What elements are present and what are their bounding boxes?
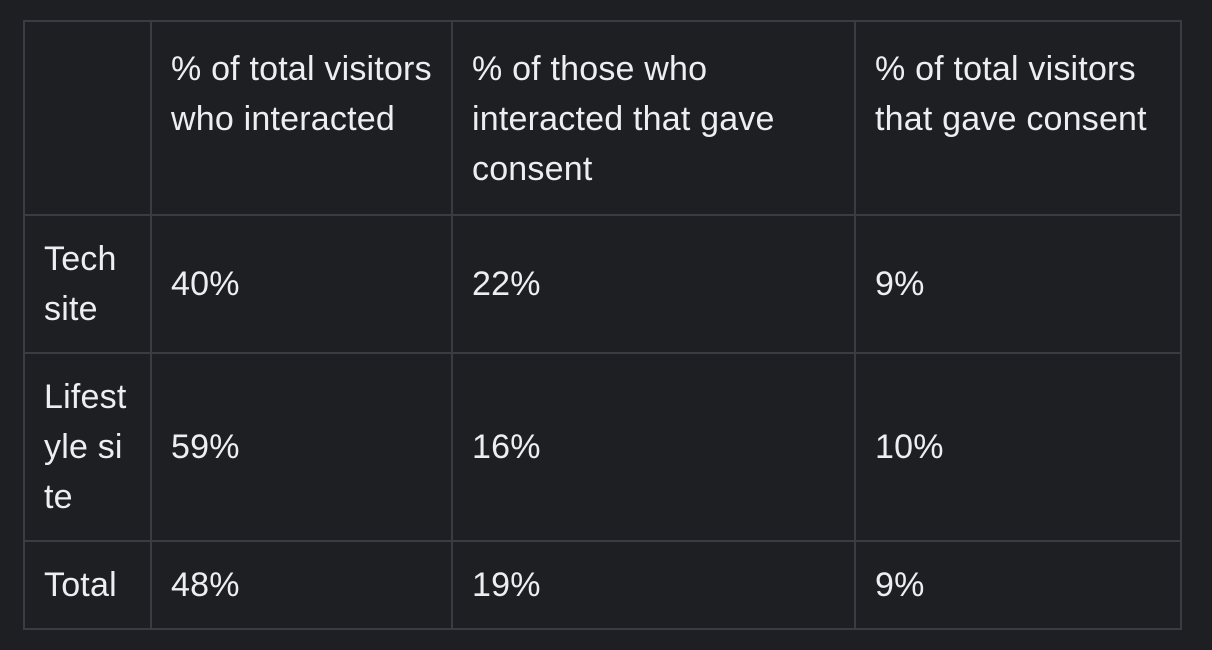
- header-cell-interacted: % of total visitors who interacted: [150, 20, 453, 216]
- table-cell: 40%: [150, 214, 453, 354]
- table-row: Total 48% 19% 9%: [23, 540, 1182, 630]
- table-cell: 10%: [854, 352, 1182, 542]
- row-label: Tech site: [23, 214, 152, 354]
- consent-table: % of total visitors who interacted % of …: [23, 20, 1182, 630]
- consent-table-container: % of total visitors who interacted % of …: [23, 20, 1182, 630]
- row-label: Total: [23, 540, 152, 630]
- table-cell: 9%: [854, 214, 1182, 354]
- table-row: Lifestyle site 59% 16% 10%: [23, 352, 1182, 542]
- table-cell: 16%: [451, 352, 856, 542]
- table-cell: 22%: [451, 214, 856, 354]
- table-cell: 59%: [150, 352, 453, 542]
- header-cell-consent-of-interacted: % of those who interacted that gave cons…: [451, 20, 856, 216]
- header-cell-corner: [23, 20, 152, 216]
- table-cell: 9%: [854, 540, 1182, 630]
- table-header-row: % of total visitors who interacted % of …: [23, 20, 1182, 216]
- table-cell: 19%: [451, 540, 856, 630]
- header-cell-consent-of-total: % of total visitors that gave consent: [854, 20, 1182, 216]
- table-row: Tech site 40% 22% 9%: [23, 214, 1182, 354]
- row-label: Lifestyle site: [23, 352, 152, 542]
- table-cell: 48%: [150, 540, 453, 630]
